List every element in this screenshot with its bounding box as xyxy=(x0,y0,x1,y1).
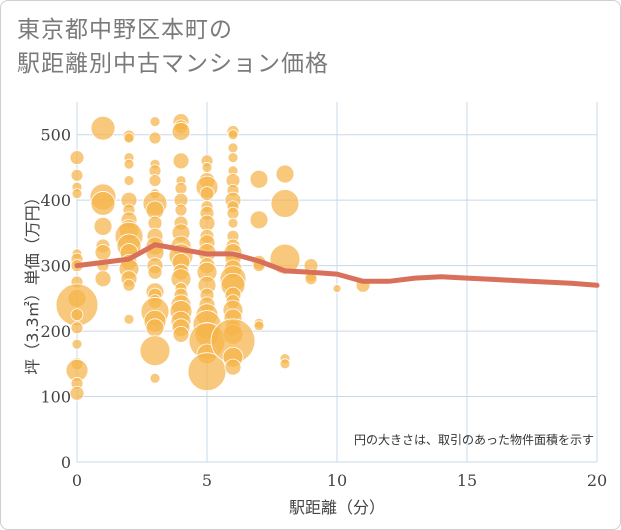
bubble-size-note: 円の大きさは、取引のあった物件面積を示す xyxy=(354,432,594,447)
data-bubble xyxy=(71,338,83,350)
x-tick-label: 5 xyxy=(202,471,212,490)
data-bubble xyxy=(227,142,239,154)
y-tick-label: 300 xyxy=(40,257,71,276)
data-bubble xyxy=(199,186,215,202)
data-bubble xyxy=(70,168,84,182)
x-axis-label: 駅距離（分） xyxy=(289,498,385,517)
data-bubble xyxy=(94,244,112,261)
data-bubble xyxy=(123,158,135,170)
data-bubble xyxy=(249,169,269,189)
y-tick-label: 0 xyxy=(61,453,71,472)
data-bubble xyxy=(149,116,161,128)
x-tick-label: 20 xyxy=(587,471,607,490)
y-axis-label: 坪（3.3㎡）単価（万円） xyxy=(23,189,42,374)
trend-line xyxy=(74,242,600,288)
data-bubble xyxy=(174,181,188,195)
data-bubble xyxy=(122,278,136,292)
x-tick-label: 15 xyxy=(457,471,477,490)
y-tick-label: 500 xyxy=(40,126,71,145)
y-tick-label: 100 xyxy=(40,388,71,407)
data-bubble xyxy=(201,162,213,173)
data-bubble xyxy=(147,264,163,280)
data-bubble xyxy=(227,217,239,229)
data-bubble xyxy=(90,115,116,141)
x-tick-label: 10 xyxy=(327,471,347,490)
data-bubble xyxy=(69,385,85,401)
data-bubble xyxy=(227,152,239,164)
chart-title-line1: 東京都中野区本町の xyxy=(17,17,233,43)
data-bubble xyxy=(332,284,342,293)
data-bubble xyxy=(226,206,240,220)
data-bubble xyxy=(198,214,216,232)
data-bubble xyxy=(148,131,162,145)
data-bubble xyxy=(174,203,188,217)
data-bubble xyxy=(71,188,83,200)
data-bubble xyxy=(149,372,161,384)
y-axis-ticks: 0 100 200 300 400 500 xyxy=(40,126,71,472)
y-tick-label: 400 xyxy=(40,191,71,210)
data-bubble xyxy=(145,318,165,338)
data-bubble xyxy=(172,152,190,170)
data-bubble xyxy=(123,313,135,325)
data-bubble xyxy=(275,164,295,184)
chart-title: 東京都中野区本町の 駅距離別中古マンション価格 xyxy=(17,13,329,81)
data-bubble xyxy=(253,320,265,332)
data-bubble xyxy=(69,150,85,166)
data-bubble xyxy=(70,308,84,322)
data-bubble xyxy=(249,210,269,230)
data-bubble xyxy=(279,358,291,370)
data-bubble xyxy=(123,132,135,144)
y-tick-label: 200 xyxy=(40,322,71,341)
data-bubble xyxy=(90,191,116,216)
data-bubble xyxy=(171,122,191,141)
data-bubble xyxy=(227,129,239,141)
data-bubble xyxy=(139,335,171,367)
x-axis-ticks: 0 5 10 15 20 xyxy=(72,471,607,490)
data-bubble xyxy=(172,325,190,343)
data-bubble xyxy=(70,321,84,335)
data-bubble xyxy=(123,175,135,186)
data-bubble xyxy=(270,189,300,218)
data-bubble xyxy=(148,174,162,187)
x-tick-label: 0 xyxy=(72,471,82,490)
data-bubble xyxy=(94,270,112,288)
chart-title-line2: 駅距離別中古マンション価格 xyxy=(17,51,329,77)
data-bubble xyxy=(93,216,113,236)
data-bubble xyxy=(224,358,242,376)
